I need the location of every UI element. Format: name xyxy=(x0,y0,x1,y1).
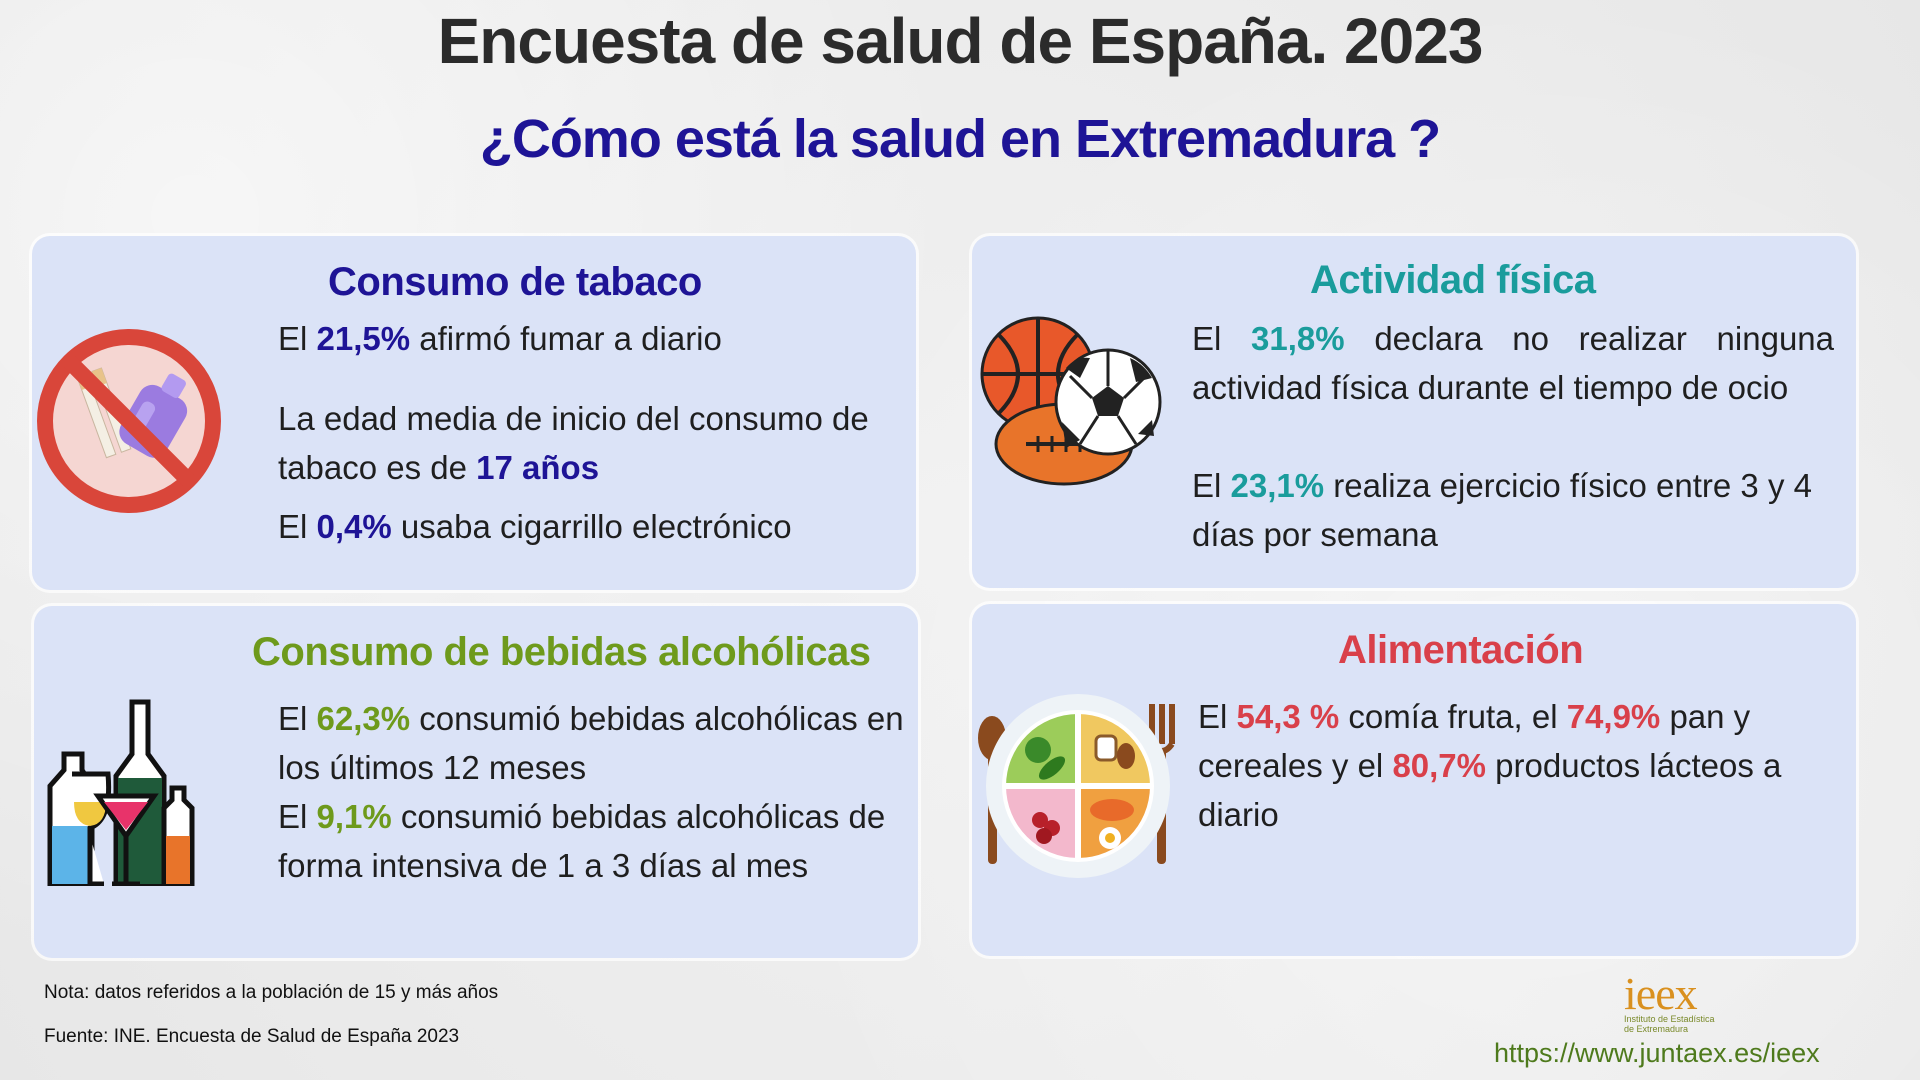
footnote-source: Fuente: INE. Encuesta de Salud de España… xyxy=(44,1026,460,1047)
food-plate-icon xyxy=(978,694,1175,878)
alcohol-line-1: El 62,3% consumió bebidas alcohólicas en… xyxy=(278,700,904,786)
bottles-glasses-icon xyxy=(47,699,195,886)
tabaco-card: Consumo de tabaco El 21,5% afirmó fumar … xyxy=(32,236,916,590)
ieex-logo: ieex Instituto de Estadística de Extrema… xyxy=(1624,968,1720,1035)
actividad-line-1: El 31,8% declara no realizar ninguna act… xyxy=(1192,320,1835,406)
footnote-note: Nota: datos referidos a la población de … xyxy=(44,982,499,1003)
logo-text: ieex xyxy=(1624,968,1698,1019)
logo-subtitle-2: de Extremadura xyxy=(1624,1024,1689,1034)
website-link[interactable]: https://www.juntaex.es/ieex xyxy=(1494,1038,1820,1068)
tabaco-line-1: El 21,5% afirmó fumar a diario xyxy=(278,320,722,357)
tabaco-line-3: El 0,4% usaba cigarrillo electrónico xyxy=(278,508,792,545)
actividad-line-2: El 23,1% realiza ejercicio físico entre … xyxy=(1192,467,1812,553)
alcohol-line-2: El 9,1% consumió bebidas alcohólicas de … xyxy=(278,798,886,884)
sports-balls-icon xyxy=(980,316,1162,486)
tabaco-line-2: La edad media de inicio del consumo de t… xyxy=(278,400,869,486)
actividad-title: Actividad física xyxy=(1310,258,1596,302)
alimentacion-card: Alimentación El 54,3 % comía fruta, el 7… xyxy=(972,604,1856,956)
tabaco-title: Consumo de tabaco xyxy=(328,260,702,304)
logo-subtitle-1: Instituto de Estadística xyxy=(1624,1014,1715,1024)
alcohol-card: Consumo de bebidas alcohólicas El 62,3% … xyxy=(34,606,918,958)
actividad-card: Actividad física El 31,8% declara no rea… xyxy=(972,236,1856,588)
alcohol-title: Consumo de bebidas alcohólicas xyxy=(252,630,871,674)
page-title: Encuesta de salud de España. 2023 xyxy=(437,5,1484,77)
page-subtitle: ¿Cómo está la salud en Extremadura ? xyxy=(479,109,1441,169)
alimentacion-line-1: El 54,3 % comía fruta, el 74,9% pan y ce… xyxy=(1198,698,1782,833)
no-smoking-icon xyxy=(37,329,221,513)
alimentacion-title: Alimentación xyxy=(1338,628,1584,672)
